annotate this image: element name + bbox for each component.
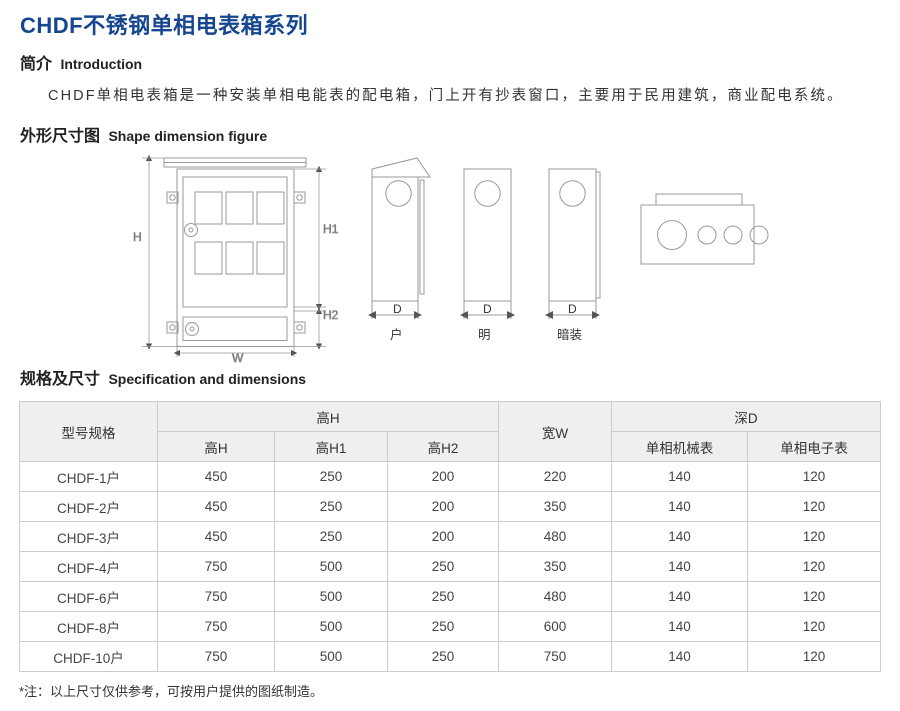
- svg-text:户: 户: [390, 327, 403, 342]
- svg-text:D: D: [568, 302, 577, 316]
- svg-text:H1: H1: [323, 222, 339, 236]
- svg-text:W: W: [232, 351, 244, 365]
- svg-text:D: D: [393, 302, 402, 316]
- svg-text:暗装: 暗装: [557, 327, 582, 342]
- svg-text:明: 明: [478, 328, 491, 342]
- svg-text:D: D: [483, 302, 492, 316]
- svg-text:H: H: [133, 230, 142, 244]
- svg-text:H2: H2: [323, 308, 339, 322]
